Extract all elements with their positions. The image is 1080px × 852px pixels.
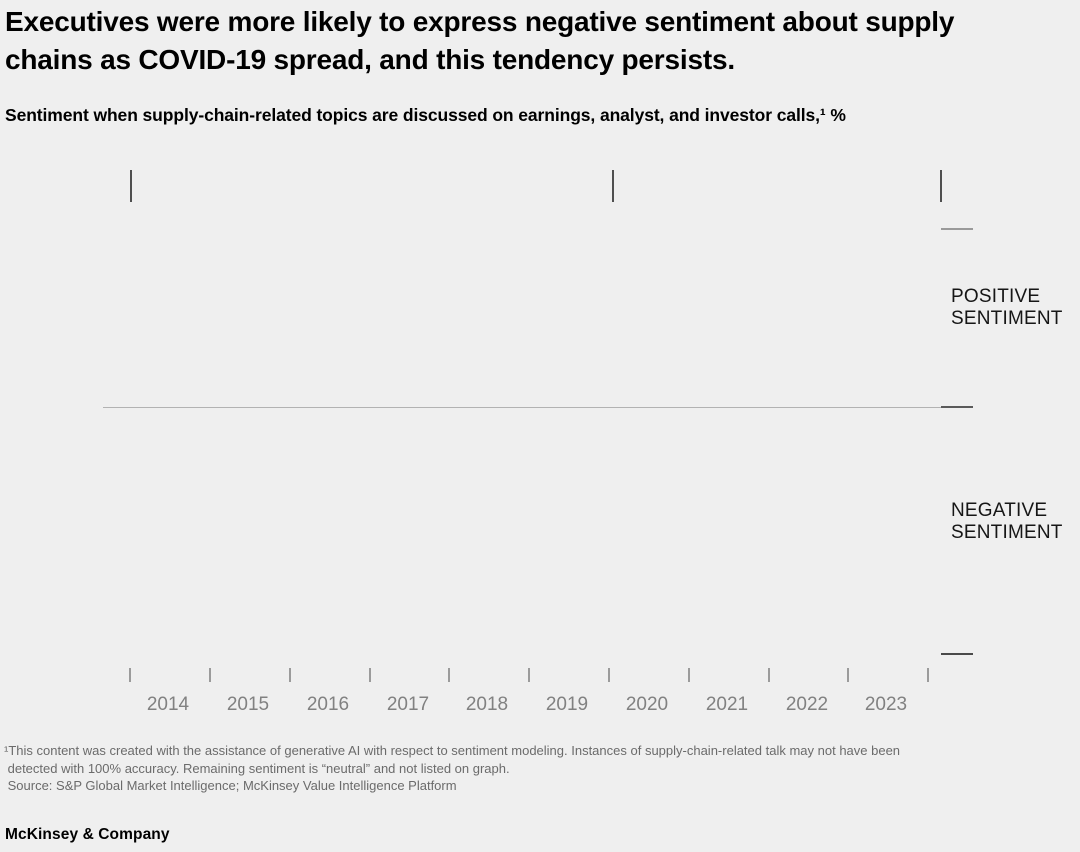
zero-line-end-dash: [941, 406, 973, 408]
chart-top-tick: [940, 170, 942, 202]
negative-sentiment-label-line1: NEGATIVE: [951, 500, 1048, 521]
x-axis-tick: [209, 668, 211, 682]
x-axis-tick: [768, 668, 770, 682]
x-axis-year-label: 2020: [625, 694, 669, 715]
x-axis-tick: [289, 668, 291, 682]
x-axis-year-label: 2017: [386, 694, 430, 715]
positive-sentiment-label-line2: SENTIMENT: [951, 307, 1063, 329]
x-axis-tick: [369, 668, 371, 682]
negative-line-end-dash: [941, 653, 973, 655]
x-axis-tick: [528, 668, 530, 682]
positive-sentiment-label-line1: POSITIVE: [951, 286, 1041, 307]
page-title: Executives were more likely to express n…: [5, 3, 954, 79]
x-axis-year-label: 2021: [705, 694, 749, 715]
page-title-line2: chains as COVID-19 spread, and this tend…: [5, 44, 735, 75]
page-title-line1: Executives were more likely to express n…: [5, 6, 955, 37]
footnote-line2: detected with 100% accuracy. Remaining s…: [4, 760, 510, 776]
x-axis-tick: [688, 668, 690, 682]
zero-baseline: [103, 407, 941, 408]
mckinsey-logo: McKinsey & Company: [5, 826, 170, 843]
x-axis-year-label: 2022: [785, 694, 829, 715]
footnote-line1: ¹This content was created with the assis…: [4, 743, 901, 758]
x-axis-year-label: 2015: [226, 694, 270, 715]
footnotes: ¹This content was created with the assis…: [4, 742, 900, 795]
x-axis-tick: [608, 668, 610, 682]
x-axis-year-label: 2023: [864, 694, 908, 715]
positive-line-end-dash: [941, 228, 973, 230]
x-axis-tick: [847, 668, 849, 682]
x-axis-year-label: 2016: [306, 694, 350, 715]
chart-top-tick: [612, 170, 614, 202]
x-axis-tick: [927, 668, 929, 682]
x-axis-tick: [129, 668, 131, 682]
positive-sentiment-label: POSITIVE SENTIMENT: [951, 286, 1063, 329]
x-axis-year-label: 2014: [146, 694, 190, 715]
x-axis-year-label: 2018: [465, 694, 509, 715]
x-axis-year-label: 2019: [545, 694, 589, 715]
x-axis-tick: [448, 668, 450, 682]
negative-sentiment-label-line2: SENTIMENT: [951, 521, 1063, 543]
footnote-source: Source: S&P Global Market Intelligence; …: [4, 778, 457, 794]
chart-top-tick: [130, 170, 132, 202]
negative-sentiment-label: NEGATIVE SENTIMENT: [951, 500, 1063, 543]
chart-subtitle: Sentiment when supply-chain-related topi…: [5, 105, 846, 125]
